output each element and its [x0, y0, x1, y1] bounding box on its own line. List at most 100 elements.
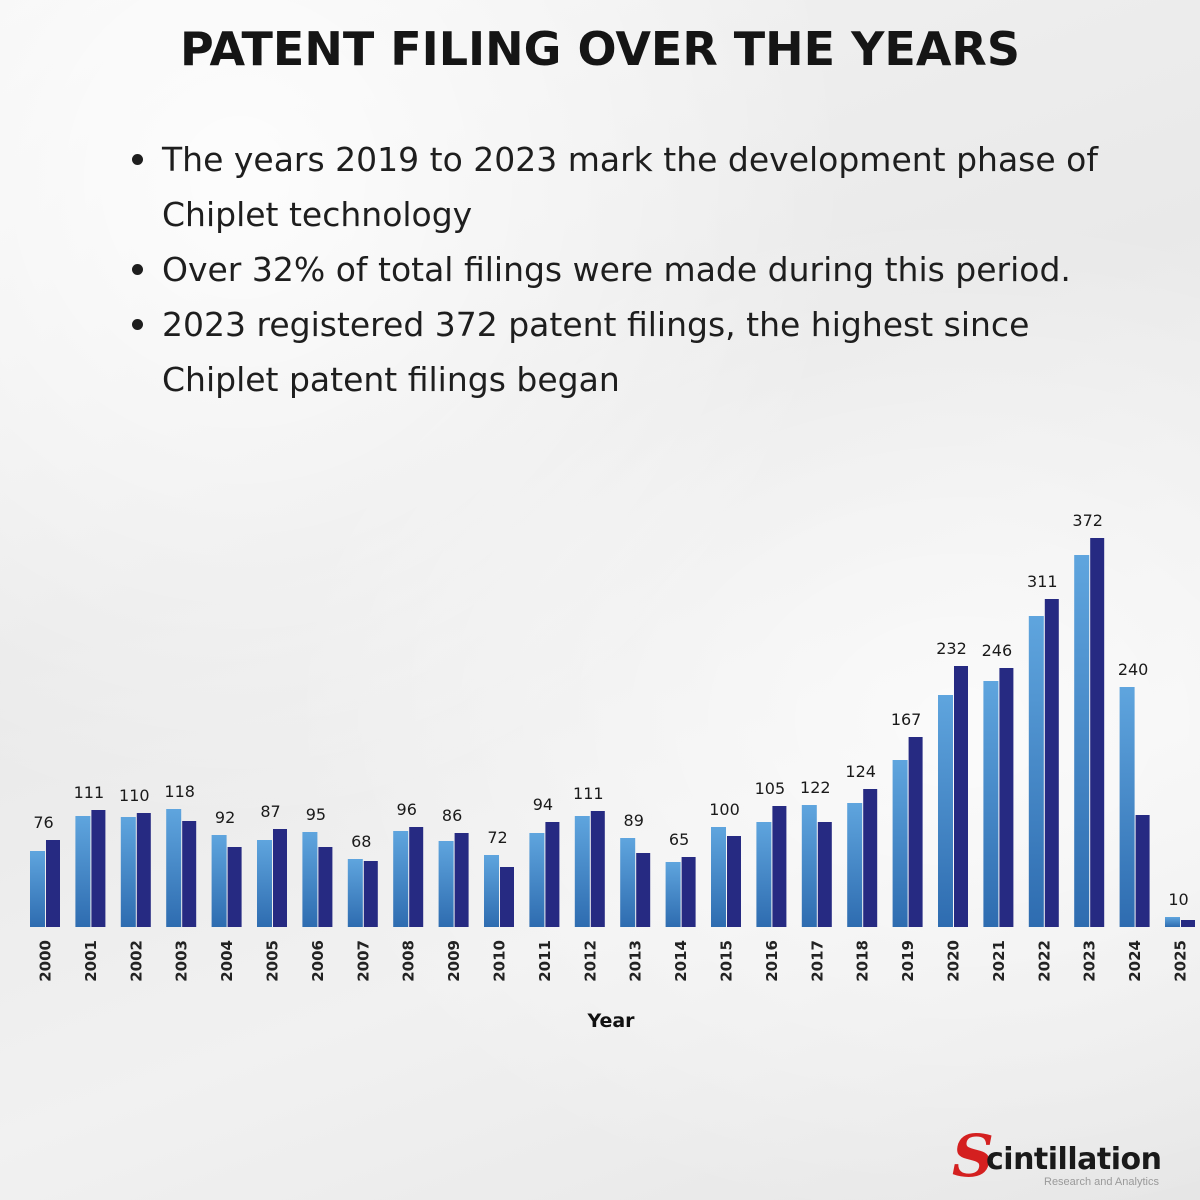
- tick-label-2001: 2001: [82, 940, 100, 982]
- tick-label-2007: 2007: [354, 940, 372, 982]
- bar-2021: [983, 681, 999, 927]
- data-label-2016: 105: [755, 779, 786, 798]
- tick-label-2008: 2008: [400, 940, 418, 982]
- tick-label-2023: 2023: [1081, 940, 1099, 982]
- data-label-2013: 89: [624, 811, 644, 830]
- bar-2000: [30, 851, 45, 927]
- bar-shadow-2019: [908, 737, 923, 927]
- bar-shadow-2001: [91, 810, 106, 927]
- tick-label-2022: 2022: [1035, 940, 1053, 982]
- brand-logo: S cintillation Research and Analytics: [952, 1122, 1192, 1190]
- bar-2005: [257, 840, 272, 927]
- bar-shadow-2021: [999, 668, 1014, 927]
- tick-label-2009: 2009: [445, 940, 463, 982]
- bar-shadow-2014: [681, 857, 696, 927]
- tick-label-2018: 2018: [854, 940, 872, 982]
- data-label-2003: 118: [164, 782, 195, 801]
- bar-2014: [665, 862, 681, 927]
- bullet-item: The years 2019 to 2023 mark the developm…: [132, 132, 1122, 242]
- x-axis-label: Year: [586, 1010, 635, 1032]
- data-label-2012: 111: [573, 784, 604, 803]
- bullet-item: Over 32% of total filings were made duri…: [132, 242, 1122, 297]
- bar-shadow-2000: [46, 840, 60, 927]
- data-label-2005: 87: [260, 802, 280, 821]
- data-label-2007: 68: [351, 832, 371, 851]
- bar-2006: [302, 832, 318, 927]
- bar-2013: [620, 838, 636, 927]
- bar-shadow-2006: [318, 847, 333, 927]
- data-label-2004: 92: [215, 808, 235, 827]
- bar-2016: [756, 822, 772, 927]
- data-label-2006: 95: [306, 805, 326, 824]
- tick-label-2013: 2013: [627, 940, 645, 982]
- bar-2020: [938, 695, 953, 927]
- tick-label-2017: 2017: [808, 940, 826, 982]
- bar-2023: [1074, 555, 1090, 927]
- bar-2001: [75, 816, 91, 927]
- bar-2004: [211, 835, 227, 927]
- tick-label-2002: 2002: [127, 940, 145, 982]
- tick-label-2000: 2000: [37, 940, 55, 982]
- data-label-2017: 122: [800, 778, 831, 797]
- tick-label-2025: 2025: [1172, 940, 1190, 982]
- data-label-2011: 94: [533, 795, 553, 814]
- data-label-2024: 240: [1118, 660, 1149, 679]
- bar-shadow-2005: [273, 829, 287, 927]
- bar-2007: [347, 859, 363, 927]
- tick-label-2014: 2014: [672, 940, 690, 982]
- bar-2025: [1165, 917, 1180, 927]
- bar-shadow-2013: [636, 853, 651, 927]
- tick-label-2004: 2004: [218, 940, 236, 982]
- bar-2015: [711, 827, 726, 927]
- bar-shadow-2018: [863, 789, 878, 927]
- tick-label-2021: 2021: [990, 940, 1008, 982]
- bar-shadow-2010: [500, 867, 514, 927]
- data-label-2015: 100: [709, 800, 740, 819]
- bar-2009: [438, 841, 454, 927]
- data-label-2021: 246: [982, 641, 1013, 660]
- tick-label-2019: 2019: [899, 940, 917, 982]
- tick-label-2015: 2015: [718, 940, 736, 982]
- bar-shadow-2020: [954, 666, 968, 927]
- data-label-2008: 96: [397, 800, 417, 819]
- bar-2012: [574, 816, 590, 927]
- bar-shadow-2007: [363, 861, 378, 927]
- data-label-2010: 72: [487, 828, 507, 847]
- data-label-2019: 167: [891, 710, 922, 729]
- bar-shadow-2023: [1090, 538, 1105, 927]
- data-label-2020: 232: [936, 639, 967, 658]
- logo-initial: S: [952, 1122, 994, 1190]
- bar-shadow-2022: [1044, 599, 1059, 927]
- tick-label-2012: 2012: [581, 940, 599, 982]
- bar-shadow-2012: [590, 811, 605, 927]
- bar-shadow-2004: [227, 847, 242, 927]
- bar-shadow-2008: [409, 827, 424, 927]
- data-label-2025: 10: [1168, 890, 1188, 909]
- tick-label-2016: 2016: [763, 940, 781, 982]
- bar-2018: [847, 803, 863, 927]
- data-label-2014: 65: [669, 830, 689, 849]
- bar-2002: [120, 817, 136, 927]
- bar-2017: [801, 805, 817, 927]
- bar-shadow-2017: [817, 822, 832, 927]
- data-label-2002: 110: [119, 786, 150, 805]
- bar-2003: [166, 809, 182, 927]
- tick-label-2005: 2005: [264, 940, 282, 982]
- data-label-2023: 372: [1072, 511, 1103, 530]
- bar-2010: [484, 855, 499, 927]
- bar-shadow-2016: [772, 806, 787, 927]
- logo-name: cintillation: [986, 1142, 1162, 1177]
- data-label-2018: 124: [845, 762, 876, 781]
- tick-label-2010: 2010: [491, 940, 509, 982]
- tick-label-2011: 2011: [536, 940, 554, 982]
- bar-shadow-2009: [454, 833, 469, 927]
- bar-2024: [1119, 687, 1135, 927]
- data-label-2022: 311: [1027, 572, 1058, 591]
- bullet-list: The years 2019 to 2023 mark the developm…: [132, 132, 1122, 407]
- bar-shadow-2003: [182, 821, 197, 927]
- bar-shadow-2024: [1135, 815, 1150, 927]
- tick-label-2024: 2024: [1126, 940, 1144, 982]
- data-label-2000: 76: [33, 813, 53, 832]
- bullet-item: 2023 registered 372 patent filings, the …: [132, 297, 1122, 407]
- bar-2008: [393, 831, 409, 927]
